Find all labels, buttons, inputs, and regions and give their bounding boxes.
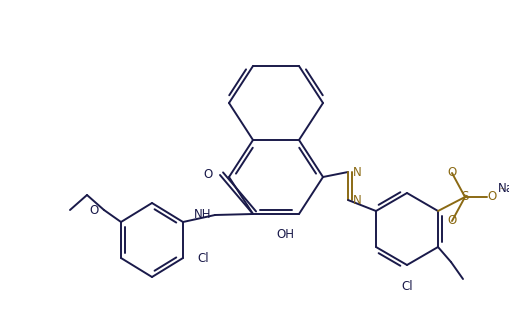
Text: Cl: Cl: [197, 252, 209, 264]
Text: O: O: [204, 169, 213, 182]
Text: Cl: Cl: [401, 280, 413, 293]
Text: O: O: [447, 215, 457, 228]
Text: O: O: [447, 166, 457, 179]
Text: S: S: [461, 191, 469, 203]
Text: ⁻: ⁻: [499, 186, 504, 196]
Text: O: O: [90, 203, 99, 216]
Text: Na⁺: Na⁺: [498, 182, 509, 194]
Text: NH: NH: [193, 208, 211, 221]
Text: N: N: [353, 193, 362, 207]
Text: OH: OH: [276, 228, 294, 241]
Text: N: N: [353, 165, 362, 179]
Text: O: O: [487, 191, 496, 203]
